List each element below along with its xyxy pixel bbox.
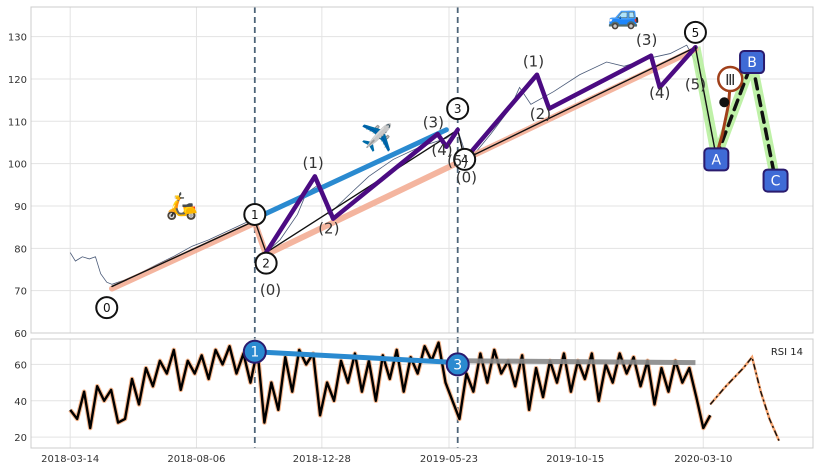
rsi-line xyxy=(69,341,712,430)
wave-label: (5) xyxy=(447,152,468,170)
price-y-tick-label: 110 xyxy=(8,117,27,128)
wave-label: (3) xyxy=(423,114,444,132)
price-grid xyxy=(31,7,813,334)
x-tick-label: 2018-12-28 xyxy=(293,454,351,465)
wave-box-C xyxy=(762,168,789,193)
wave-segment-blue xyxy=(252,127,449,222)
wave-label: (0) xyxy=(260,281,281,299)
price-y-tick-label: 60 xyxy=(14,329,27,340)
wave-box-A xyxy=(703,147,730,172)
wave-label: (4) xyxy=(649,84,670,102)
wave-labels: (0)(1)(2)(3)(4)(5)(0)(1)(2)(3)(4) (5)🛵✈️🚙 xyxy=(165,1,706,299)
x-tick-label: 2018-03-14 xyxy=(41,454,99,465)
wave-segment-brown xyxy=(714,81,732,157)
wave-box-label: A xyxy=(712,152,722,168)
rsi-trendline-blue xyxy=(254,349,458,366)
x-tick-label: 2018-08-06 xyxy=(167,454,225,465)
roman-circle xyxy=(717,65,744,93)
wave-circle-4 xyxy=(453,147,477,171)
wave-label: (1) xyxy=(303,154,324,172)
wave-segment-black xyxy=(111,46,697,288)
wave-circle-label: 4 xyxy=(461,153,469,167)
rsi-y-tick-label: 20 xyxy=(14,433,27,444)
wave-box-label: C xyxy=(771,174,781,190)
wave-circle-label: 3 xyxy=(454,102,462,116)
wave-segment-purple xyxy=(462,44,698,162)
rsi-series xyxy=(68,340,781,442)
wave-label: (3) xyxy=(636,31,657,49)
wave-box-label: B xyxy=(747,55,757,71)
wave-circle-0 xyxy=(95,296,119,320)
x-tick-label: 2019-10-15 xyxy=(546,454,604,465)
price-y-tick-label: 100 xyxy=(8,160,27,171)
wave-label: (4) xyxy=(431,141,452,159)
wave-circle-2 xyxy=(254,251,278,275)
price-y-tick-label: 80 xyxy=(14,244,27,255)
roman-dot xyxy=(719,97,730,108)
wave-label: (5) xyxy=(685,76,706,94)
wave-label: (0) xyxy=(456,169,477,187)
rsi-line-glow xyxy=(68,340,713,431)
car-icon: 🚙 xyxy=(608,1,640,31)
price-y-tick-label: 90 xyxy=(14,202,27,213)
rsi-circle-1 xyxy=(242,339,267,364)
price-panel-frame xyxy=(30,6,814,334)
rsi-label: RSI 14 xyxy=(771,347,803,358)
airplane-icon: ✈️ xyxy=(361,122,393,154)
rsi-panel-frame xyxy=(30,338,814,449)
wave-box-B xyxy=(739,50,766,75)
roman-circle-label: Ⅲ xyxy=(725,71,735,89)
wave-segments xyxy=(108,44,781,292)
rsi-trendline-gray xyxy=(457,358,696,366)
wave-circle-label: 1 xyxy=(251,208,259,222)
wave-circle-5 xyxy=(683,20,707,44)
rsi-projection-glow xyxy=(709,354,781,442)
price-y-tick-label: 130 xyxy=(8,33,27,44)
price-y-tick-label: 120 xyxy=(8,75,27,86)
wave-label: (2) xyxy=(530,105,551,123)
wave-markers: 0 1 2 3 4 5 Ⅲ A B C 1 3 xyxy=(95,20,789,377)
wave-circle-3 xyxy=(446,97,470,121)
rsi-circle-label: 1 xyxy=(250,345,259,361)
wave-circle-label: 2 xyxy=(262,257,270,271)
rsi-y-tick-label: 60 xyxy=(14,360,27,371)
wave-circle-1 xyxy=(243,202,267,226)
motor-scooter-icon: 🛵 xyxy=(165,191,197,221)
wave-circle-label: 5 xyxy=(692,26,700,40)
wave-circle-label: 0 xyxy=(103,301,111,315)
wave-label: (2) xyxy=(318,220,339,238)
wave-segment-purple xyxy=(263,127,460,255)
wave-label: (1) xyxy=(523,52,544,70)
x-tick-label: 2020-03-10 xyxy=(674,454,732,465)
rsi-y-tick-label: 40 xyxy=(14,397,27,408)
price-y-tick-label: 70 xyxy=(14,287,27,298)
wave-segment-black xyxy=(694,46,718,158)
rsi-circle-label: 3 xyxy=(453,357,462,373)
x-tick-label: 2019-05-23 xyxy=(420,454,478,465)
rsi-projection-line xyxy=(709,355,780,442)
rsi-circle-3 xyxy=(445,352,470,377)
vertical-markers xyxy=(253,7,459,448)
wave-segment-salmon xyxy=(108,46,699,292)
